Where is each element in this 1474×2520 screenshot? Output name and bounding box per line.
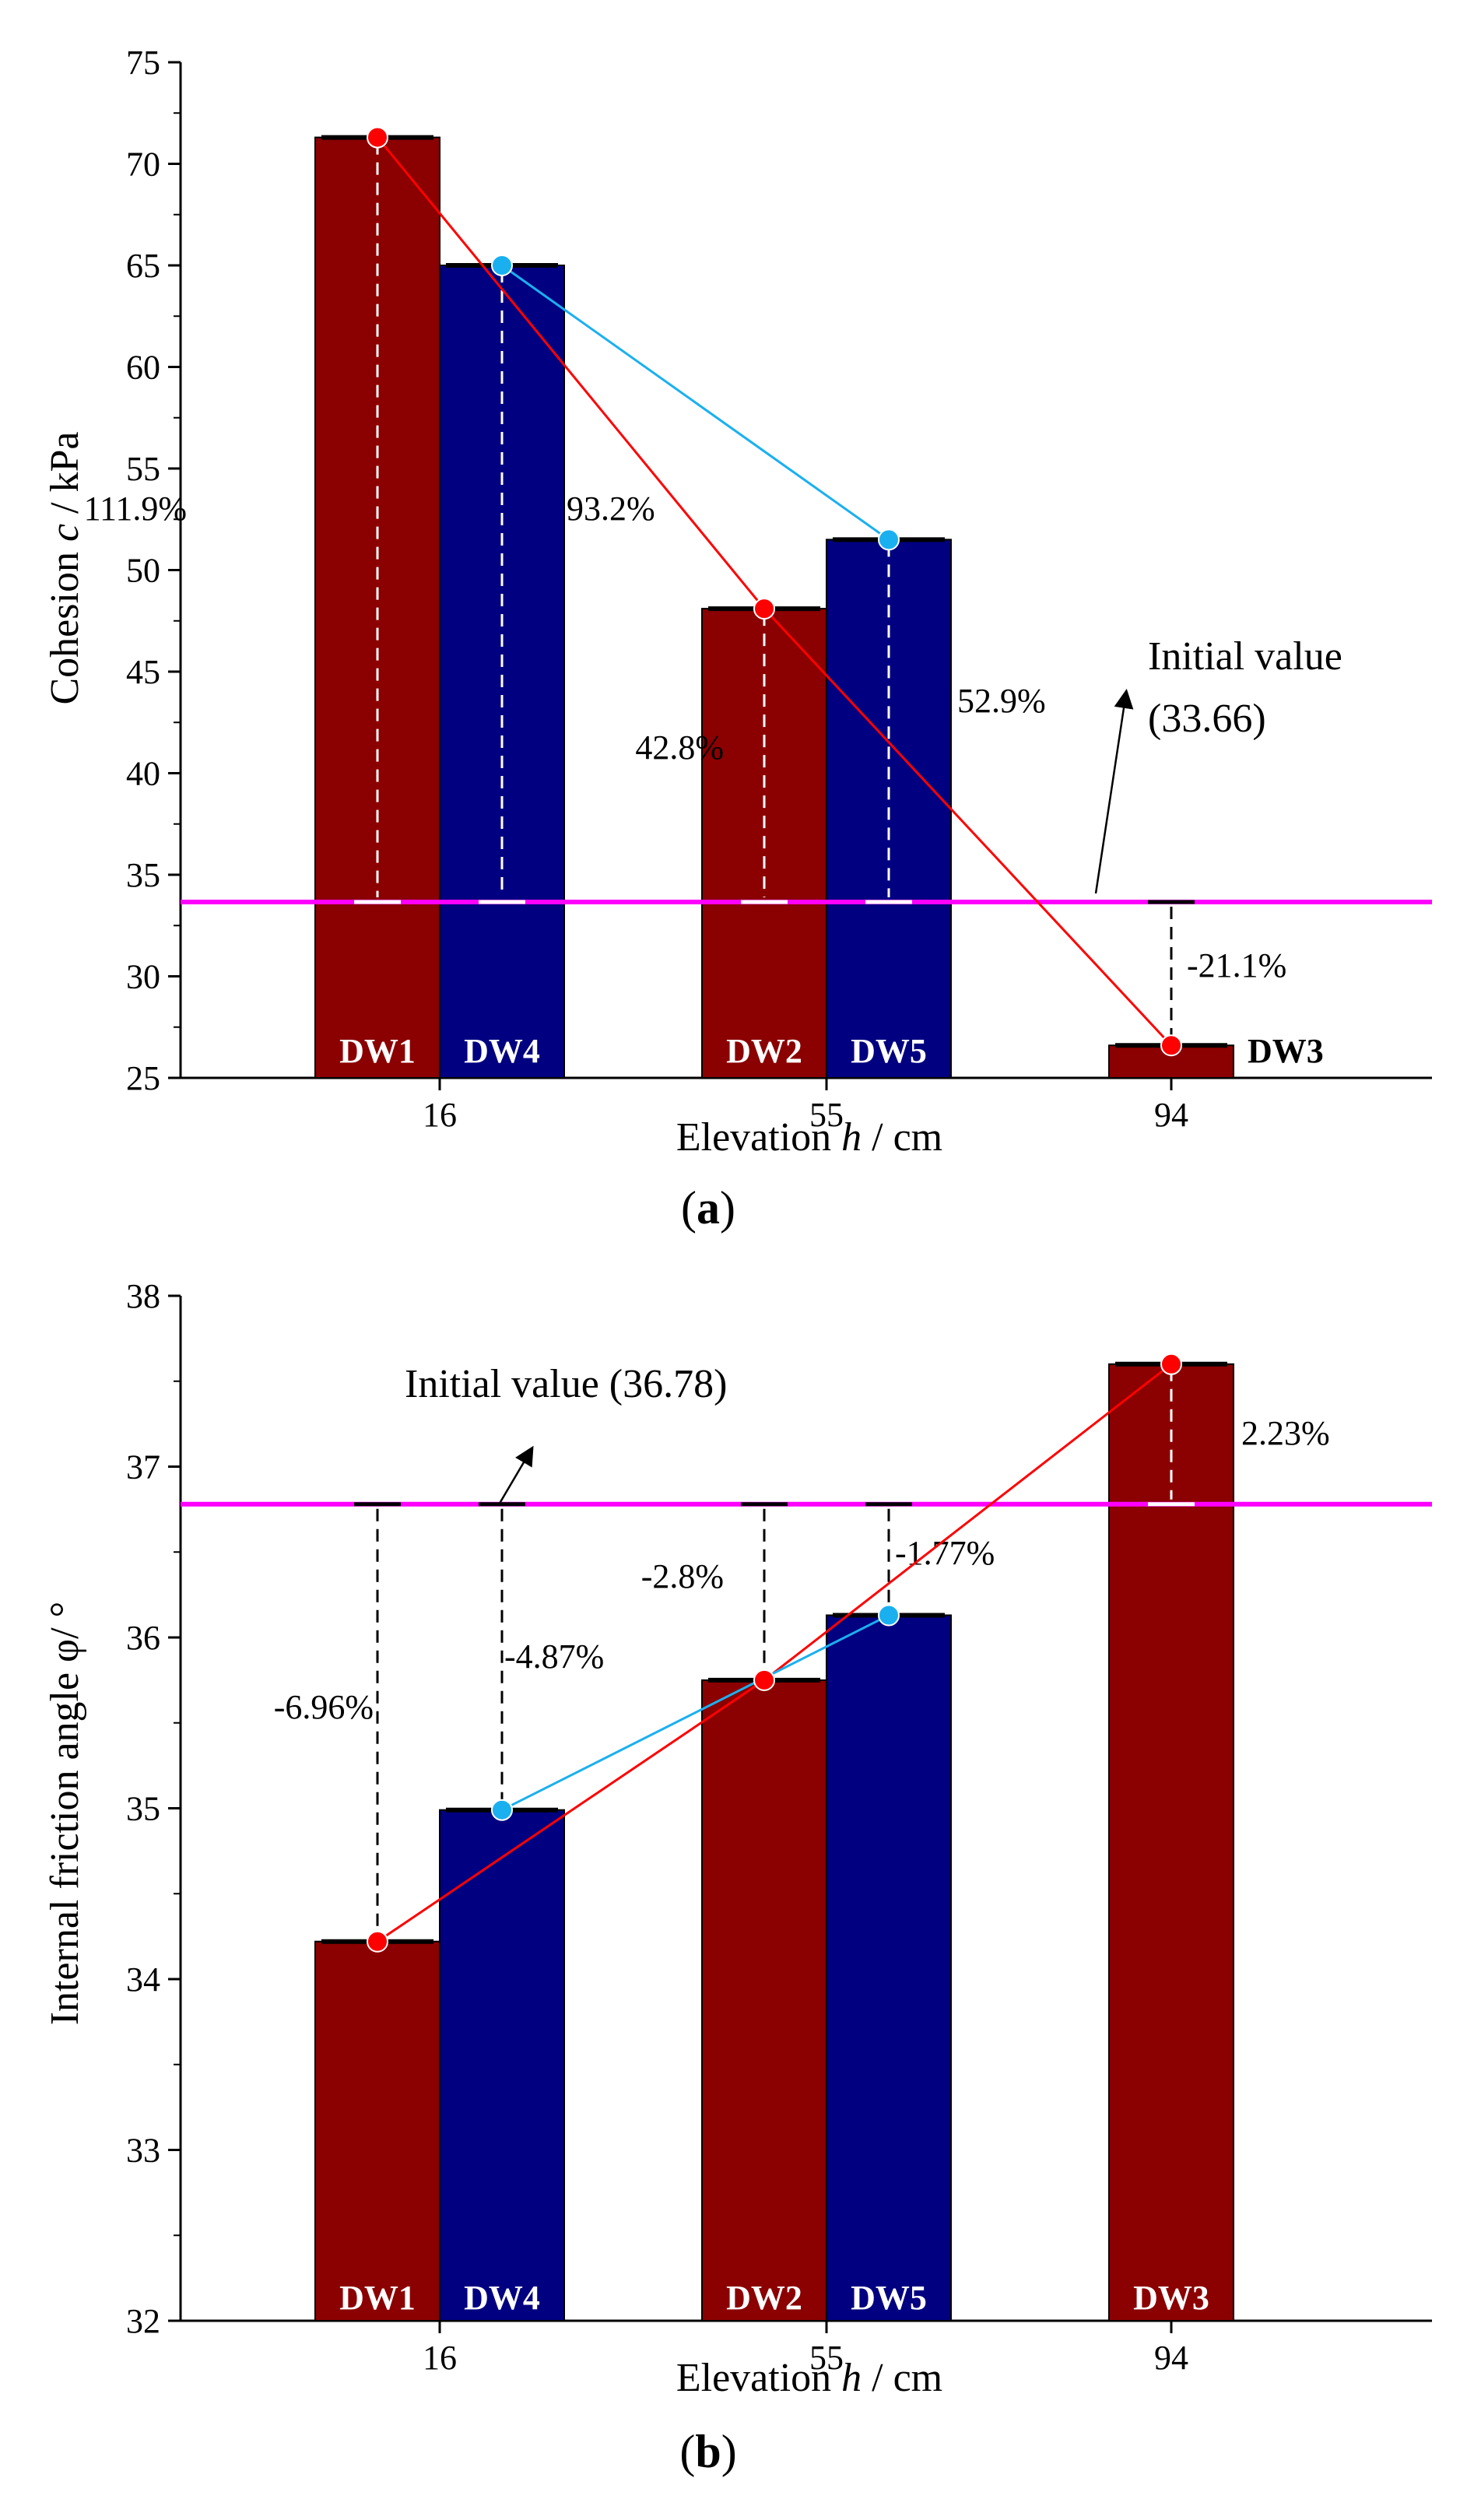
series-point-DW3 <box>1160 1353 1182 1375</box>
x-tick-label: 16 <box>423 1096 457 1134</box>
x-axis-label: Elevation h / cm <box>676 1115 942 1160</box>
x-tick-label: 55 <box>809 1096 844 1134</box>
percent-label-DW3: -21.1% <box>1187 946 1286 984</box>
bar-label-DW3: DW3 <box>1133 2279 1209 2317</box>
y-tick-label: 37 <box>126 1448 160 1486</box>
y-tick-label: 35 <box>126 1790 160 1828</box>
x-tick-label: 16 <box>423 2339 457 2377</box>
bar-label-DW5: DW5 <box>851 2279 927 2317</box>
initial-value-label: Initial value <box>1148 634 1342 679</box>
x-tick-label: 55 <box>809 2339 844 2377</box>
percent-label-DW2: 42.8% <box>635 728 724 767</box>
series-point-DW2 <box>753 598 775 620</box>
y-axis-label: Internal friction angle φ/ ° <box>43 1602 87 2026</box>
panel-label: (b) <box>679 2426 736 2477</box>
series-line-cyan <box>501 264 890 541</box>
y-tick-label: 45 <box>126 653 160 691</box>
y-tick-label: 50 <box>126 552 160 590</box>
bar-label-DW1: DW1 <box>339 1032 416 1070</box>
series-line-cyan <box>501 1614 890 1812</box>
y-tick-label: 36 <box>126 1619 160 1657</box>
y-tick-label: 75 <box>126 44 160 82</box>
y-tick-label: 35 <box>126 856 160 894</box>
series-point-DW5 <box>878 528 900 551</box>
percent-label-DW4: 93.2% <box>567 490 655 528</box>
bar-DW4 <box>439 1809 565 2322</box>
y-axis-label: Cohesion c / kPa <box>43 432 87 705</box>
y-tick-label: 30 <box>126 958 160 996</box>
x-tick-label: 94 <box>1154 1096 1188 1134</box>
y-tick-label: 65 <box>126 247 160 285</box>
initial-value-arrow <box>1094 689 1134 894</box>
panel-label: (a) <box>681 1182 735 1234</box>
y-tick-label: 60 <box>126 349 160 387</box>
bar-label-DW5: DW5 <box>851 1032 927 1070</box>
y-tick-label: 25 <box>126 1059 160 1097</box>
series-point-DW4 <box>491 254 513 276</box>
y-tick-label: 38 <box>126 1277 160 1315</box>
y-tick-label: 55 <box>126 450 160 488</box>
initial-value-label: Initial value (36.78) <box>405 1362 727 1406</box>
bar-label-DW2: DW2 <box>726 2279 802 2317</box>
percent-label-DW1: 111.9% <box>84 490 187 528</box>
bar-DW3 <box>1108 1363 1234 2322</box>
percent-label-DW4: -4.87% <box>504 1637 604 1676</box>
percent-label-DW3: 2.23% <box>1241 1414 1330 1452</box>
initial-value-number: (33.66) <box>1148 697 1266 741</box>
chart-panel-b: 32 33 34 35 36 37 38 16 55 94 Elevation h / cm Inte… <box>43 1277 1432 2477</box>
bar-label-DW4: DW4 <box>464 1032 540 1070</box>
percent-label-DW2: -2.8% <box>641 1557 724 1595</box>
bar-DW1 <box>314 1940 440 2322</box>
x-axis-label: Elevation h / cm <box>676 2356 942 2400</box>
series-point-DW1 <box>367 126 388 149</box>
bar-label-DW4: DW4 <box>464 2279 540 2317</box>
percent-label-DW1: -6.96% <box>274 1688 374 1726</box>
y-tick-label: 40 <box>126 755 160 793</box>
y-tick-label: 32 <box>126 2302 160 2340</box>
series-point-DW5 <box>878 1604 900 1627</box>
bar-label-DW2: DW2 <box>726 1032 802 1070</box>
series-point-DW4 <box>491 1799 513 1821</box>
bar-DW2 <box>701 1679 827 2322</box>
initial-value-arrow <box>497 1445 534 1507</box>
bar-DW4 <box>439 265 565 1079</box>
y-tick-label: 34 <box>126 1960 160 1999</box>
series-point-DW1 <box>367 1930 388 1953</box>
series-point-DW3 <box>1160 1034 1182 1057</box>
series-point-DW2 <box>753 1669 775 1691</box>
y-tick-label: 33 <box>126 2132 160 2170</box>
x-tick-label: 94 <box>1154 2339 1188 2377</box>
bar-label-DW1: DW1 <box>339 2279 416 2317</box>
bar-DW5 <box>826 1614 952 2322</box>
percent-label-DW5: 52.9% <box>957 682 1046 720</box>
bar-label-DW3: DW3 <box>1248 1032 1324 1070</box>
y-tick-label: 70 <box>126 146 160 184</box>
chart-panel-a: 25 30 35 40 45 50 55 60 65 70 75 16 55 94 Elevation h … <box>43 44 1432 1234</box>
